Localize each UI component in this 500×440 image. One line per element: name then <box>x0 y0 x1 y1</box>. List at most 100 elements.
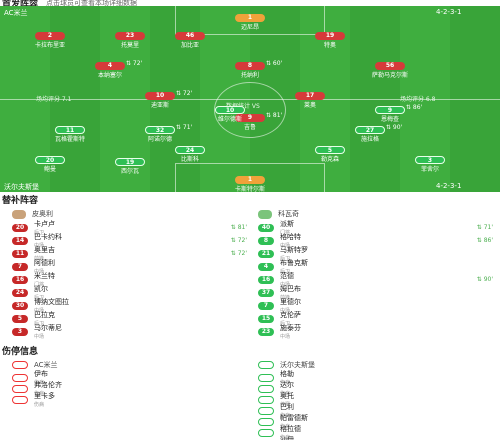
sub-player-row[interactable]: 15 克伦萨 后卫 <box>258 311 500 327</box>
sub-player-row[interactable]: 40 派斯 门将 ⇅ 71' <box>258 219 500 236</box>
injury-row[interactable]: 帕雷德斯 伤病 <box>258 414 500 430</box>
sub-number-badge: 21 <box>258 249 274 258</box>
player-1[interactable]: 1 迈尼昂 <box>220 14 280 31</box>
sub-info: 范德 中场 <box>280 271 294 288</box>
player-19[interactable]: 19 西尔瓦 <box>100 158 160 175</box>
injury-row[interactable]: 弗洛伦齐 伤病 <box>12 381 257 397</box>
injury-info: 伊布 伤病 <box>34 369 48 386</box>
home-injury-team: AC米兰 <box>12 358 257 372</box>
sub-player-row[interactable]: 4 布鲁克斯 后卫 <box>258 259 500 275</box>
injury-row[interactable]: 巴利 伤病 <box>258 403 500 419</box>
injury-row[interactable]: 格勒 伤病 <box>258 370 500 386</box>
sub-position: 中场 <box>34 308 45 314</box>
sub-event: ⇅ 90' <box>476 276 493 283</box>
injury-icon <box>258 406 274 415</box>
sub-name: 布鲁克斯 <box>280 259 308 267</box>
sub-player-row[interactable]: 24 凯尔 后卫 <box>12 285 257 301</box>
injury-title: 伤停信息 <box>2 346 39 357</box>
player-8[interactable]: 8 托纳利 ⇅ 60' <box>220 60 282 79</box>
player-20[interactable]: 20 鲍曼 <box>20 156 80 173</box>
sub-info: 姆巴布 前锋 <box>280 284 301 301</box>
sub-player-row[interactable]: 11 奥里吉 前锋 ⇅ 72' <box>12 246 257 262</box>
sub-name: 米兰特 <box>34 272 55 280</box>
sub-number-badge: 40 <box>258 223 274 232</box>
injury-section-title: 伤停信息 <box>0 343 38 357</box>
sub-number-badge: 11 <box>12 249 28 258</box>
player-56[interactable]: 56 萨勒马克尔斯 <box>360 62 420 79</box>
sub-player-row[interactable]: 21 马斯特罗 后卫 <box>258 246 500 262</box>
away-coach[interactable]: 科瓦奇 <box>258 207 500 221</box>
player-1[interactable]: 1 卡斯特尔斯 <box>220 176 280 192</box>
player-9[interactable]: 9 恩梅查 ⇅ 86' <box>360 104 423 123</box>
sub-info: 派斯 门将 <box>280 219 294 236</box>
injury-row[interactable]: 格拉德 伤病 <box>258 425 500 440</box>
home-team-label: AC米兰 <box>4 9 28 17</box>
sub-event: ⇅ 72' <box>230 237 247 244</box>
sub-player-row[interactable]: 7 里德尔 中场 <box>258 297 500 314</box>
player-3[interactable]: 3 菲舍尔 <box>400 156 460 173</box>
sub-player-row[interactable]: 3 马尔蒂尼 中场 <box>12 324 257 340</box>
sub-player-row[interactable]: 8 格哈特 中场 ⇅ 86' <box>258 232 500 249</box>
center-circle <box>214 82 286 138</box>
injury-player-name: 巴利 <box>280 403 294 411</box>
sub-player-row[interactable]: 16 范德 中场 ⇅ 90' <box>258 271 500 288</box>
player-32[interactable]: 32 阿诺尔德 ⇅ 71' <box>130 124 192 143</box>
sub-position: 中场 <box>280 308 291 314</box>
player-27[interactable]: 27 施拉格 ⇅ 90' <box>340 124 402 143</box>
substitution-event: ⇅ 72' <box>176 90 193 97</box>
sub-number-badge: 16 <box>258 275 274 284</box>
sub-info: 阿德利 中场 <box>34 258 55 275</box>
injury-status: 伤病 <box>34 402 45 408</box>
sub-player-row[interactable]: 16 米兰特 门将 <box>12 272 257 288</box>
sub-position: 中场 <box>280 334 291 340</box>
player-24[interactable]: 24 比斯科 <box>160 146 220 163</box>
player-number-badge: 5 <box>315 146 345 154</box>
substitution-event: ⇅ 86' <box>406 104 423 111</box>
player-46[interactable]: 46 加比亚 <box>160 32 220 49</box>
sub-info: 施泰芬 中场 <box>280 323 301 340</box>
away-subs-list: 40 派斯 门将 ⇅ 71' 8 格哈特 中场 ⇅ 86' 21 马斯特罗 后卫 4 布鲁克斯 后卫 16 范… <box>258 219 500 340</box>
sub-player-row[interactable]: 30 博纳文图拉 中场 <box>12 298 257 314</box>
player-number-badge: 19 <box>115 158 145 166</box>
sub-player-row[interactable]: 7 阿德利 中场 <box>12 258 257 275</box>
player-4[interactable]: 4 本纳塞尔 ⇅ 72' <box>80 60 143 79</box>
sub-player-row[interactable]: 20 卡卢卢 后卫 ⇅ 81' <box>12 220 257 236</box>
home-coach[interactable]: 皮奥利 <box>12 207 257 221</box>
player-10[interactable]: 10 维尔德斯 <box>200 106 260 123</box>
injury-row[interactable]: 伊布 伤病 <box>12 369 257 386</box>
football-pitch: AC米兰 4-2-3-1 沃尔夫斯堡 4-2-3-1 场均评分 7.1 数据统计… <box>0 6 500 192</box>
injury-row[interactable]: 里卡多 伤病 <box>12 392 257 408</box>
player-number-badge: 1 <box>235 14 265 22</box>
player-19[interactable]: 19 特奥 <box>300 32 360 49</box>
player-11[interactable]: 11 瓦格霍斯特 <box>40 126 100 143</box>
sub-name: 巴拉克 <box>34 311 55 319</box>
player-name: 卡斯特尔斯 <box>234 186 265 192</box>
player-5[interactable]: 5 勒克森 <box>300 146 360 163</box>
substitution-event: ⇅ 72' <box>126 60 143 67</box>
sub-player-row[interactable]: 14 巴卡约科 中场 ⇅ 72' <box>12 233 257 249</box>
sub-position: 中场 <box>34 334 45 340</box>
sub-player-row[interactable]: 5 巴拉克 后卫 <box>12 311 257 327</box>
sub-number-badge: 16 <box>12 275 28 284</box>
home-injury-list: 伊布 伤病 弗洛伦齐 伤病 里卡多 伤病 <box>12 369 257 408</box>
home-subs-list: 20 卡卢卢 后卫 ⇅ 81' 14 巴卡约科 中场 ⇅ 72' 11 奥里吉 前锋 ⇅ 72' 7 阿德… <box>12 220 257 340</box>
player-23[interactable]: 23 托莫里 <box>100 32 160 49</box>
player-number-badge: 27 <box>355 126 385 134</box>
bottom-penalty-box <box>175 163 325 192</box>
home-formation: 4-2-3-1 <box>436 8 462 16</box>
injury-player-name: 伊布 <box>34 370 48 378</box>
sub-player-row[interactable]: 37 姆巴布 前锋 <box>258 284 500 301</box>
player-10[interactable]: 10 迪亚斯 ⇅ 72' <box>130 90 193 109</box>
injury-row[interactable]: 达尔 伤病 <box>258 381 500 397</box>
injury-icon <box>258 395 274 404</box>
sub-info: 里德尔 中场 <box>280 297 301 314</box>
sub-number-badge: 23 <box>258 327 274 336</box>
player-17[interactable]: 17 莱奥 <box>280 92 340 109</box>
sub-info: 格哈特 中场 <box>280 232 301 249</box>
player-2[interactable]: 2 卡拉布里亚 <box>20 32 80 49</box>
player-9[interactable]: 9 吉鲁 ⇅ 81' <box>220 112 282 131</box>
sub-name: 马斯特罗 <box>280 246 308 254</box>
injury-row[interactable]: 奥托 停赛 <box>258 392 500 408</box>
sub-player-row[interactable]: 23 施泰芬 中场 <box>258 323 500 340</box>
sub-name: 姆巴布 <box>280 285 301 293</box>
